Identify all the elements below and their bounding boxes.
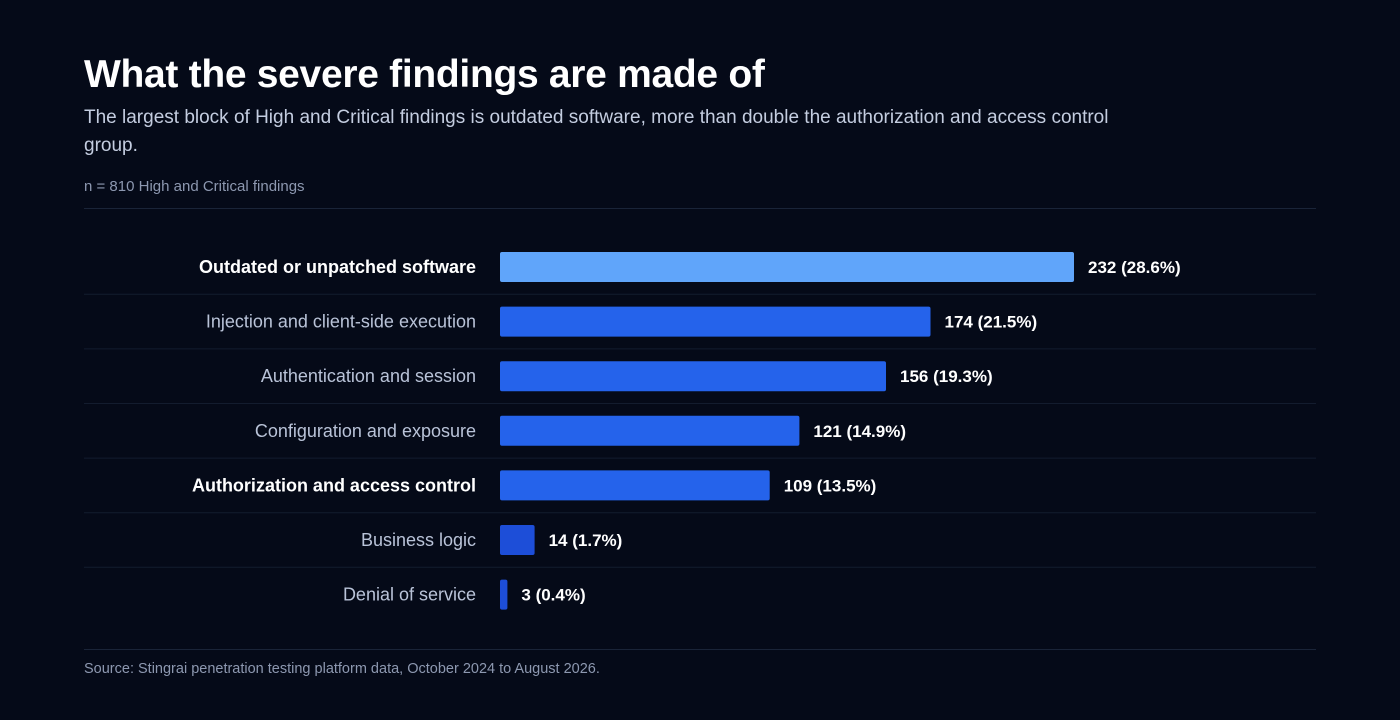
category-label-4: Authorization and access control: [192, 475, 476, 495]
category-label-6: Denial of service: [343, 585, 476, 605]
value-label-5: 14 (1.7%): [549, 531, 623, 550]
bar-3: [500, 415, 800, 446]
value-label-3: 121 (14.9%): [813, 422, 906, 441]
bar-5: [500, 525, 535, 555]
footer-divider: [84, 649, 1316, 650]
value-label-4: 109 (13.5%): [784, 476, 877, 495]
bar-1: [500, 306, 931, 337]
value-label-6: 3 (0.4%): [521, 586, 585, 605]
source-note: Source: Stingrai penetration testing pla…: [84, 661, 600, 677]
chart-subtitle: The largest block of High and Critical f…: [84, 107, 1109, 156]
header-divider: [84, 208, 1316, 209]
bar-4: [500, 470, 770, 501]
category-label-3: Configuration and exposure: [255, 421, 476, 441]
bar-6: [500, 579, 508, 610]
category-label-5: Business logic: [361, 530, 476, 550]
sample-size-note: n = 810 High and Critical findings: [84, 178, 305, 195]
chart-title: What the severe findings are made of: [84, 53, 765, 96]
value-label-1: 174 (21.5%): [945, 313, 1038, 332]
bar-2: [500, 361, 886, 392]
bar-0: [500, 252, 1074, 282]
value-label-2: 156 (19.3%): [900, 367, 993, 386]
category-label-0: Outdated or unpatched software: [199, 257, 476, 277]
category-label-1: Injection and client-side execution: [206, 312, 476, 332]
category-label-2: Authentication and session: [261, 366, 476, 386]
value-label-0: 232 (28.6%): [1088, 258, 1181, 277]
